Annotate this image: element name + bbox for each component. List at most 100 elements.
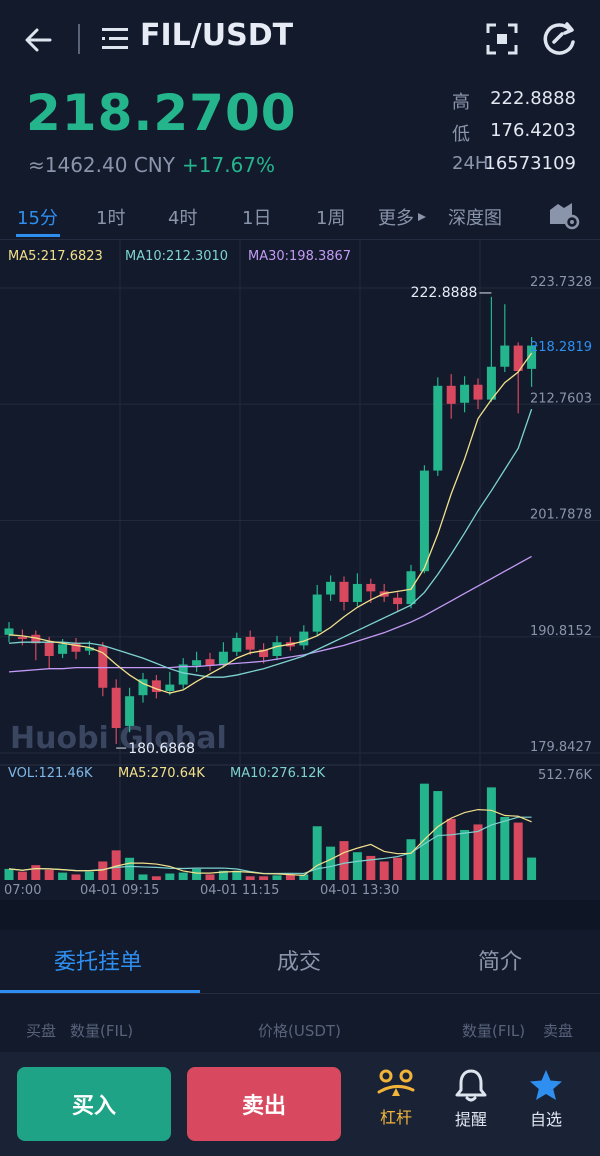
volume-bar	[192, 868, 202, 880]
back-arrow-icon[interactable]	[20, 22, 56, 58]
cny-price: ≈1462.40 CNY	[28, 153, 175, 177]
volume-bar	[205, 874, 215, 880]
candle-body	[151, 680, 161, 693]
high-label: 高	[452, 92, 470, 113]
candle-body	[406, 571, 416, 605]
candle-body	[460, 384, 470, 403]
ma10-line	[8, 408, 533, 678]
leverage-button[interactable]: 杠杆	[366, 1068, 426, 1128]
volume-bar	[125, 857, 135, 880]
refresh-icon[interactable]	[540, 20, 578, 58]
pair-title[interactable]: FIL/USDT	[140, 18, 294, 53]
favorite-button[interactable]: 自选	[516, 1068, 576, 1130]
volume-bar	[178, 872, 188, 880]
tab-4h[interactable]: 4时	[168, 208, 198, 229]
volume-axis-max: 512.76K	[538, 768, 592, 783]
orderbook-ask-header: 卖盘	[543, 1022, 574, 1040]
tab-trades[interactable]: 成交	[277, 950, 322, 975]
orderbook-price-header: 价格(USDT)	[258, 1022, 341, 1040]
volume-bar	[272, 875, 282, 880]
volume-bar	[17, 871, 27, 880]
tab-intro[interactable]: 简介	[478, 950, 523, 975]
volume-ma5-label: MA5:270.64K	[118, 766, 205, 781]
candle-body	[366, 583, 376, 592]
orderbook-qty-right-header: 数量(FIL)	[462, 1022, 526, 1040]
sell-button[interactable]: 卖出	[187, 1067, 341, 1141]
candle-body	[473, 384, 483, 400]
volume-bar	[4, 868, 14, 880]
volume-bar	[98, 861, 108, 880]
tab-depth[interactable]: 深度图	[448, 208, 502, 229]
kline-chart[interactable]: Huobi Global223.7328212.7603201.7878190.…	[0, 240, 600, 900]
volume-bar	[513, 822, 523, 880]
chart-bottom-gap	[0, 900, 600, 930]
tab-1w[interactable]: 1周	[316, 208, 346, 229]
candle-body	[312, 594, 322, 632]
current-price-label: 218.2819	[530, 340, 592, 355]
candle-body	[500, 345, 510, 367]
alert-button[interactable]: 提醒	[441, 1068, 501, 1130]
price-axis-label: 201.7878	[530, 508, 592, 523]
volume-label: VOL:121.46K	[8, 766, 93, 781]
volume-ma5-line	[8, 808, 532, 876]
orderbook-bid-header: 买盘	[26, 1022, 57, 1040]
candle-body	[446, 385, 456, 404]
candle-body	[513, 345, 523, 371]
buy-button[interactable]: 买入	[17, 1067, 171, 1141]
candle-body	[111, 687, 121, 729]
volume-bar	[393, 857, 403, 880]
volume-bar	[151, 876, 161, 880]
time-axis-label: 07:00	[4, 883, 41, 898]
header-divider	[78, 24, 80, 54]
candle-body	[165, 684, 175, 691]
candle-body	[527, 345, 537, 369]
volume-bar	[326, 846, 336, 880]
price-change-percent: +17.67%	[182, 153, 276, 177]
ma30-line	[8, 555, 532, 673]
price-axis-label: 223.7328	[530, 275, 592, 290]
candle-body	[84, 647, 94, 651]
volume-bar	[419, 783, 429, 880]
volume-24h-label: 24H	[452, 153, 489, 174]
tab-15m[interactable]: 15分	[17, 208, 58, 229]
fullscreen-icon[interactable]	[485, 22, 519, 56]
volume-bar	[218, 870, 228, 880]
candle-body	[339, 581, 349, 602]
dropdown-triangle-icon	[418, 213, 426, 221]
bell-icon	[455, 1069, 487, 1102]
candle-body	[299, 631, 309, 646]
tab-open-orders[interactable]: 委托挂单	[54, 950, 143, 975]
price-axis-label: 179.8427	[530, 740, 592, 755]
last-price: 218.2700	[26, 84, 297, 142]
volume-bar	[245, 876, 255, 880]
tab-1h[interactable]: 1时	[96, 208, 126, 229]
volume-bar	[138, 874, 148, 880]
candle-body	[17, 636, 27, 640]
volume-bar	[165, 873, 175, 880]
tab-1d[interactable]: 1日	[242, 208, 272, 229]
volume-bar	[366, 855, 376, 880]
volume-bar	[285, 874, 295, 880]
volume-bar	[312, 826, 322, 880]
tab-active-underline	[16, 234, 60, 237]
ma5-label: MA5:217.6823	[8, 249, 103, 264]
volume-bar	[44, 869, 54, 880]
candle-body	[192, 660, 202, 666]
volume-bar	[473, 824, 483, 880]
high-marker-label: 222.8888	[411, 285, 478, 301]
alert-label: 提醒	[454, 1110, 487, 1129]
candle-body	[272, 642, 282, 656]
volume-bar	[460, 829, 470, 880]
tabs-separator	[0, 239, 600, 240]
chart-settings-icon[interactable]	[548, 200, 580, 230]
candle-body	[4, 628, 14, 635]
volume-bar	[527, 857, 537, 880]
menu-list-icon[interactable]	[100, 24, 130, 54]
volume-bar	[446, 818, 456, 880]
candle-body	[205, 659, 215, 666]
price-axis-label: 212.7603	[530, 391, 592, 406]
volume-bar	[111, 850, 121, 880]
tab-more[interactable]: 更多	[378, 204, 426, 230]
price-axis-label: 190.8152	[530, 624, 592, 639]
candle-body	[326, 581, 336, 595]
